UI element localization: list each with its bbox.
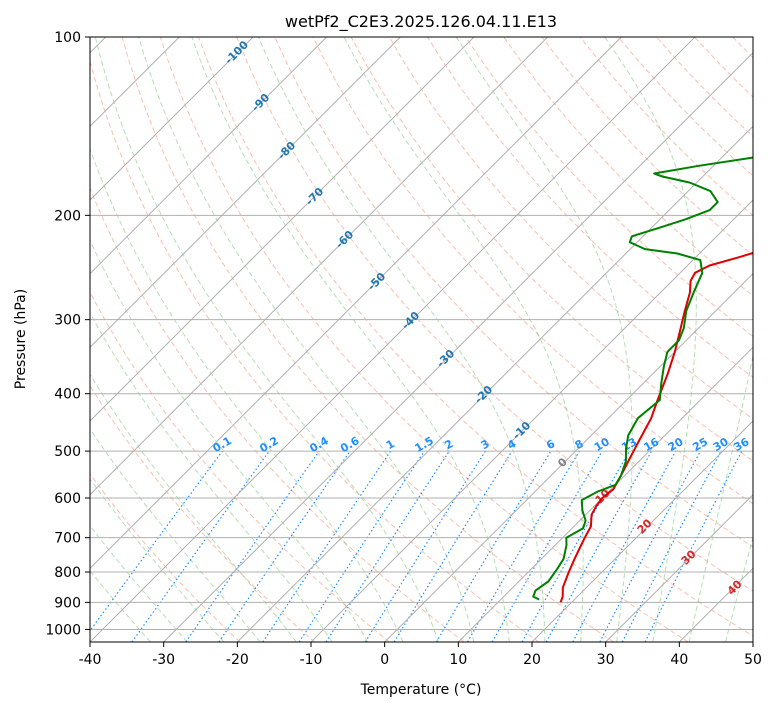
isotherm-gridline — [90, 37, 401, 349]
x-tick-label: -20 — [226, 652, 249, 668]
isotherm-gridline — [457, 346, 753, 642]
mixing-ratio-line-3 — [218, 450, 351, 642]
moist-adiabat-4 — [90, 373, 297, 642]
dry-adiabat-3 — [90, 186, 465, 642]
mixing-ratio-line-17 — [644, 450, 743, 642]
sounding-series — [532, 156, 753, 603]
isotherm-gridline — [310, 199, 753, 642]
moist-adiabat-11 — [257, 37, 546, 642]
chart-title: wetPf2_C2E3.2025.126.04.11.E13 — [285, 12, 557, 32]
pressure-gridlines — [90, 37, 753, 630]
isotherm-gridline — [163, 51, 753, 642]
moist-adiabat-15 — [688, 353, 753, 642]
y-tick-label: 100 — [54, 30, 81, 46]
y-axis: 100 200 300 400 500 600 700 800 900 1000 — [45, 30, 90, 638]
mixing-ratio-line-5 — [298, 450, 425, 642]
dry-adiabat-6 — [159, 37, 689, 642]
x-tick-label: -10 — [300, 652, 323, 668]
isotherm-gridline — [90, 37, 622, 570]
mixing-ratio-line-14 — [572, 450, 677, 642]
y-tick-label: 700 — [54, 531, 81, 547]
y-tick-label: 900 — [54, 595, 81, 611]
isotherm-gridline — [90, 37, 254, 201]
dry-adiabat-15 — [503, 37, 753, 297]
y-tick-label: 1000 — [45, 622, 81, 638]
isotherm-gridline — [384, 272, 753, 642]
dry-adiabat-7 — [197, 37, 753, 637]
y-tick-label: 300 — [54, 313, 81, 329]
x-tick-label: -30 — [152, 652, 175, 668]
isotherm-gridline — [531, 420, 753, 642]
x-tick-label: -40 — [79, 652, 102, 668]
dry-adiabat-10 — [312, 37, 753, 505]
x-tick-label: 20 — [523, 652, 541, 668]
dry-adiabats — [90, 37, 753, 642]
mixing-ratio-line-13 — [545, 450, 653, 642]
x-tick-label: 0 — [380, 652, 389, 668]
y-tick-label: 500 — [54, 444, 81, 460]
x-axis: -40 -30 -20 -10 0 10 20 30 40 50 — [79, 642, 762, 668]
moist-adiabat-16 — [725, 535, 753, 642]
isotherm-gridlines — [90, 37, 753, 642]
isotherm-gridline — [236, 125, 753, 642]
x-tick-label: 10 — [449, 652, 467, 668]
dry-adiabat-8 — [236, 37, 753, 592]
isotherm-gridline — [90, 37, 696, 642]
y-axis-title: Pressure (hPa) — [13, 289, 29, 389]
moist-adiabat-7 — [90, 147, 404, 642]
mixing-ratio-line-12 — [521, 450, 631, 642]
dry-adiabat-14 — [465, 37, 753, 338]
x-tick-label: 30 — [597, 652, 615, 668]
dry-adiabat-9 — [274, 37, 753, 548]
x-axis-title: Temperature (°C) — [360, 682, 482, 698]
y-tick-label: 600 — [54, 491, 81, 507]
y-tick-label: 400 — [54, 387, 81, 403]
moist-adiabat-3 — [90, 427, 261, 642]
mixing-ratio-line-2 — [185, 450, 320, 642]
moist-adiabat-6 — [90, 239, 369, 642]
dry-adiabat-0 — [90, 472, 241, 642]
dry-adiabat-5 — [121, 37, 614, 642]
x-tick-label: 50 — [744, 652, 762, 668]
mixing-ratio-lines — [90, 450, 743, 642]
isotherm-gridline — [605, 493, 753, 642]
mixing-ratio-line-1 — [131, 450, 270, 642]
moist-adiabat-8 — [94, 37, 439, 642]
mixing-ratio-line-8 — [393, 450, 513, 642]
moist-adiabat-14 — [604, 37, 697, 642]
moist-adiabat-2 — [90, 477, 225, 642]
mixing-ratio-line-4 — [262, 450, 392, 642]
x-tick-label: 40 — [670, 652, 688, 668]
isotherm-gridline — [90, 37, 475, 422]
isotherm-gridline — [90, 37, 328, 275]
moist-adiabat-5 — [90, 311, 333, 642]
moist-adiabat-10 — [191, 37, 510, 642]
mixing-ratio-line-0 — [90, 450, 223, 632]
dewpoint-line — [532, 156, 753, 601]
moist-adiabat-12 — [343, 37, 584, 642]
moist-adiabat-9 — [138, 37, 475, 642]
moist-adiabats — [90, 37, 753, 642]
dry-adiabat-1 — [90, 384, 316, 642]
y-tick-label: 200 — [54, 208, 81, 224]
dry-adiabat-12 — [388, 37, 753, 420]
dry-adiabat-2 — [90, 291, 390, 642]
isotherm-gridline — [90, 37, 549, 496]
y-tick-label: 800 — [54, 565, 81, 581]
temperature-line — [559, 251, 753, 603]
plot-frame — [89, 36, 754, 643]
mixing-ratio-line-6 — [325, 450, 450, 642]
